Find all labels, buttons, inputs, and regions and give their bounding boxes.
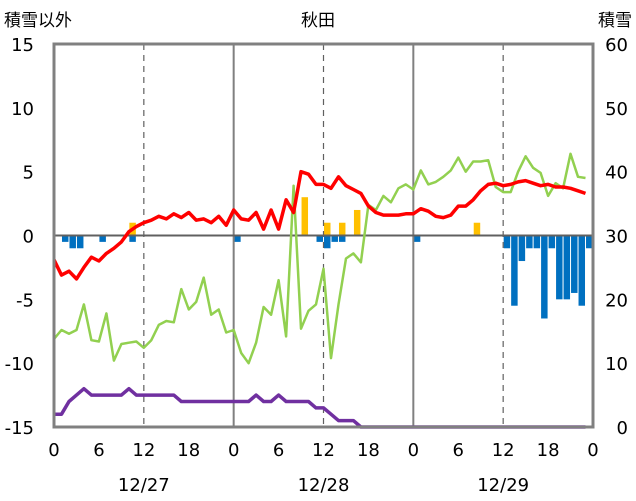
snow_change-bar-11	[503, 235, 511, 249]
left-tick-label: 10	[11, 99, 34, 120]
left-tick-label: 0	[23, 227, 34, 248]
x-tick-label: 12	[492, 440, 515, 461]
left-axis-label: 積雪以外	[4, 11, 72, 31]
x-tick-label: 6	[273, 440, 284, 461]
left-tick-label: -5	[16, 290, 34, 311]
x-tick-label: 0	[48, 440, 59, 461]
snow_change-bar-18	[556, 235, 563, 300]
date-label: 12/27	[118, 475, 170, 496]
snow_change-bar-5	[234, 235, 241, 242]
snow_change-bar-17	[548, 235, 556, 249]
snow_change-bar-6	[316, 235, 323, 242]
snow_depth-line	[54, 386, 586, 429]
x-tick-label: 18	[177, 440, 200, 461]
snow_change-bar-21	[578, 235, 586, 306]
temperature-line	[52, 169, 587, 281]
right-tick-label: 50	[605, 99, 628, 120]
x-tick-label: 0	[587, 440, 598, 461]
snow_change-bar-19	[563, 235, 571, 300]
x-tick-label: 6	[93, 440, 104, 461]
grid-layer	[54, 44, 593, 427]
snow_change-bar-12	[511, 235, 518, 306]
dewpoint-line	[53, 152, 586, 365]
precip-bar-5	[473, 222, 481, 236]
snow_change-bar-13	[518, 235, 526, 262]
precip-bar-4	[353, 209, 361, 236]
right-tick-label: 0	[617, 418, 628, 439]
chart-title: 秋田	[301, 11, 335, 31]
snow_change-bar-7	[324, 235, 331, 249]
snow_change-bar-16	[541, 235, 548, 319]
snow_change-bar-8	[331, 235, 338, 242]
left-tick-label: 5	[23, 163, 34, 184]
x-tick-label: 6	[453, 440, 464, 461]
snow_change-bar-22	[586, 235, 593, 249]
left-tick-label: 15	[11, 35, 34, 56]
snow_change-bar-9	[338, 235, 346, 242]
precip-bar-1	[301, 197, 309, 236]
x-tick-label: 0	[228, 440, 239, 461]
right-tick-label: 40	[605, 163, 628, 184]
x-tick-label: 18	[537, 440, 560, 461]
date-label: 12/29	[477, 475, 529, 496]
x-tick-label: 12	[312, 440, 335, 461]
snow_change-bar-4	[129, 235, 136, 242]
right-axis-label: 積雪	[598, 11, 632, 31]
date-label: 12/28	[298, 475, 350, 496]
snow_change-bar-15	[533, 235, 541, 249]
snow_change-bar-20	[571, 235, 578, 293]
snow_change-bar-3	[99, 235, 106, 242]
precip-bar-2	[324, 222, 331, 236]
snow_change-bar-1	[69, 235, 76, 249]
right-tick-label: 60	[605, 35, 628, 56]
precip-bar-3	[338, 222, 346, 236]
bars-layer	[61, 197, 593, 319]
x-tick-label: 18	[357, 440, 380, 461]
snow_change-bar-14	[526, 235, 533, 249]
x-tick-label: 0	[408, 440, 419, 461]
snow_change-bar-0	[61, 235, 69, 242]
snow_change-bar-2	[76, 235, 84, 249]
date-layer: 12/27 12/28 12/29	[118, 475, 529, 496]
x-tick-label: 12	[132, 440, 155, 461]
left-tick-label: -10	[5, 354, 34, 375]
snow_change-bar-10	[413, 235, 421, 242]
plot-frame	[52, 42, 595, 429]
right-tick-label: 20	[605, 290, 628, 311]
series-layer	[52, 152, 587, 429]
right-tick-label: 10	[605, 354, 628, 375]
left-tick-label: -15	[5, 418, 34, 439]
right-tick-label: 30	[605, 227, 628, 248]
